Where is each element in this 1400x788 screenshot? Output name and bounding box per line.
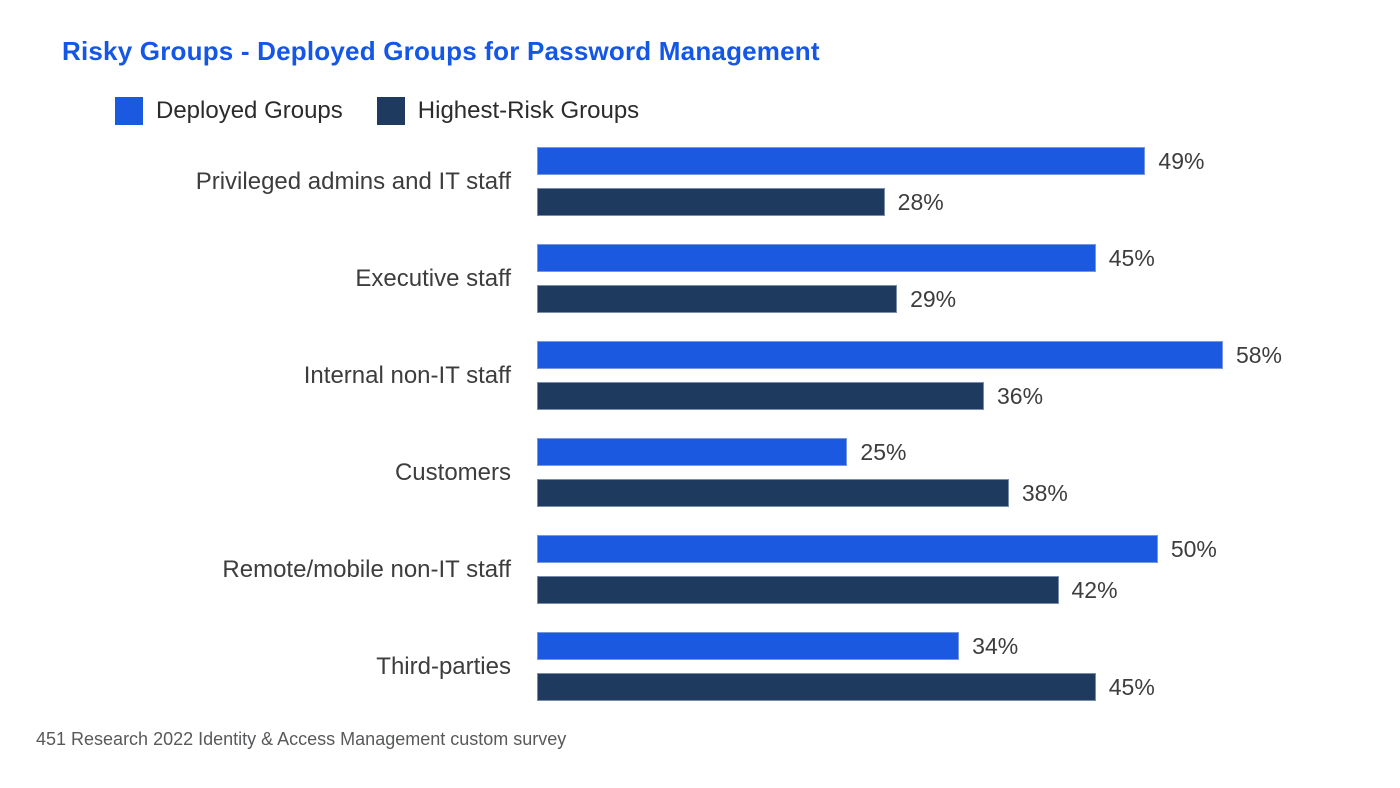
category-row: Remote/mobile non-IT staff 50% 42% (0, 535, 1400, 604)
risk-bar-line: 45% (537, 673, 1282, 701)
deployed-value-label: 45% (1108, 244, 1155, 271)
risk-value-label: 28% (897, 188, 944, 215)
deployed-bar-line: 25% (537, 438, 1282, 466)
legend-label-deployed: Deployed Groups (156, 97, 343, 124)
chart-title: Risky Groups - Deployed Groups for Passw… (62, 36, 820, 66)
deployed-bar-line: 58% (537, 341, 1282, 369)
bar-chart-plot-area: Privileged admins and IT staff 49% 28% E… (0, 147, 1400, 701)
legend-swatch-deployed-icon (115, 97, 143, 125)
deployed-value-label: 34% (972, 632, 1019, 659)
category-row: Executive staff 45% 29% (0, 244, 1400, 313)
risk-value-label: 42% (1071, 576, 1118, 603)
category-bars: 34% 45% (537, 632, 1282, 701)
category-bars: 50% 42% (537, 535, 1282, 604)
risk-value-label: 36% (997, 382, 1044, 409)
risk-bar-line: 36% (537, 382, 1282, 410)
category-label: Customers (394, 458, 511, 486)
legend: Deployed Groups Highest-Risk Groups (115, 97, 1400, 125)
category-row: Privileged admins and IT staff 49% 28% (0, 147, 1400, 216)
category-label: Executive staff (355, 264, 511, 292)
deployed-value-label: 50% (1170, 535, 1217, 562)
category-label: Third-parties (376, 652, 511, 680)
risk-bar (537, 382, 984, 410)
category-bars: 49% 28% (537, 147, 1282, 216)
deployed-bar (537, 535, 1158, 563)
legend-swatch-highest-risk-icon (376, 97, 405, 125)
risk-bar (537, 673, 1096, 701)
risk-bar-line: 38% (537, 479, 1282, 507)
category-bars: 58% 36% (537, 341, 1282, 410)
deployed-value-label: 25% (860, 438, 907, 465)
deployed-value-label: 58% (1235, 341, 1282, 368)
risk-bar-line: 29% (537, 285, 1282, 313)
risk-bar-line: 28% (537, 188, 1282, 216)
chart-container: Risky Groups - Deployed Groups for Passw… (0, 36, 1400, 788)
deployed-bar (537, 341, 1223, 369)
category-label: Remote/mobile non-IT staff (222, 555, 511, 583)
risk-bar (537, 479, 1009, 507)
risk-bar (537, 188, 885, 216)
legend-item-highest-risk-groups: Highest-Risk Groups (376, 97, 640, 125)
category-label: Internal non-IT staff (303, 361, 511, 389)
deployed-bar (537, 438, 848, 466)
risk-value-label: 38% (1021, 479, 1068, 506)
deployed-bar-line: 45% (537, 244, 1282, 272)
category-row: Third-parties 34% 45% (0, 632, 1400, 701)
category-row: Internal non-IT staff 58% 36% (0, 341, 1400, 410)
deployed-bar-line: 34% (537, 632, 1282, 660)
deployed-bar-line: 50% (537, 535, 1282, 563)
deployed-bar (537, 632, 960, 660)
category-bars: 25% 38% (537, 438, 1282, 507)
risk-value-label: 45% (1108, 673, 1155, 700)
risk-bar-line: 42% (537, 576, 1282, 604)
source-note: 451 Research 2022 Identity & Access Mana… (36, 729, 567, 749)
deployed-bar-line: 49% (537, 147, 1282, 175)
deployed-bar (537, 147, 1146, 175)
category-bars: 45% 29% (537, 244, 1282, 313)
legend-label-highest-risk: Highest-Risk Groups (417, 97, 640, 124)
legend-item-deployed-groups: Deployed Groups (115, 97, 343, 125)
risk-bar (537, 576, 1059, 604)
risk-value-label: 29% (910, 285, 957, 312)
category-row: Customers 25% 38% (0, 438, 1400, 507)
category-label: Privileged admins and IT staff (195, 167, 511, 195)
deployed-value-label: 49% (1158, 147, 1205, 174)
risk-bar (537, 285, 898, 313)
deployed-bar (537, 244, 1096, 272)
